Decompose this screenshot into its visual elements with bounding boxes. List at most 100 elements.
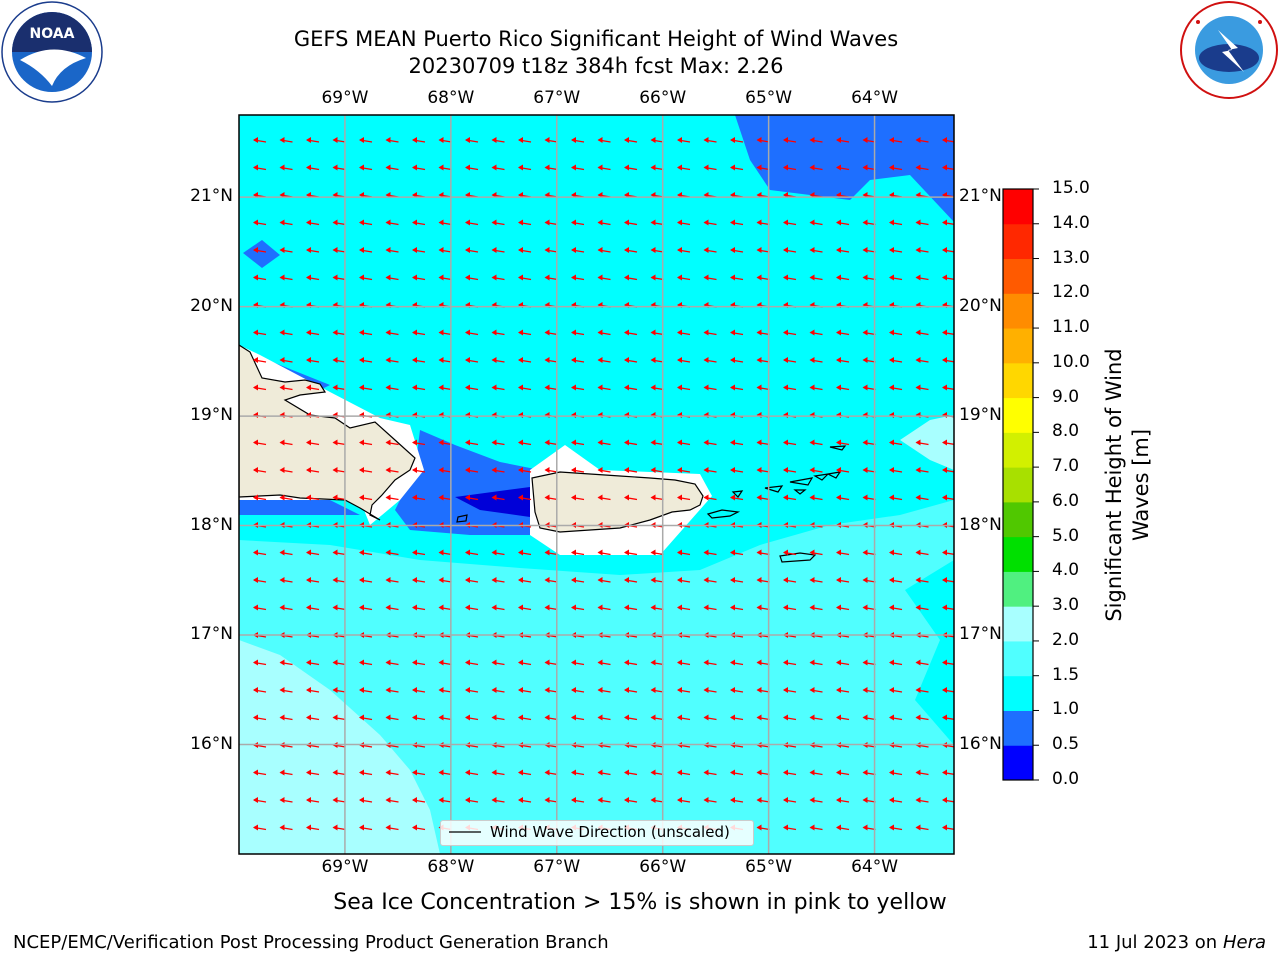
wind-wave-arrow xyxy=(306,824,320,831)
wind-wave-arrow xyxy=(306,467,320,473)
wind-wave-arrow xyxy=(571,137,585,143)
wind-wave-arrow xyxy=(544,797,558,803)
wind-wave-arrow xyxy=(677,219,691,226)
wind-wave-arrow xyxy=(703,714,717,721)
wind-wave-arrow xyxy=(385,439,399,446)
wind-wave-arrow xyxy=(677,604,691,611)
wind-wave-arrow xyxy=(332,137,346,143)
wave-field-2-3-east xyxy=(900,415,954,470)
wind-wave-arrow xyxy=(279,604,293,611)
wind-wave-arrow xyxy=(544,604,558,611)
wind-wave-arrow xyxy=(253,164,267,171)
wind-wave-arrow xyxy=(677,274,691,281)
wind-wave-arrow xyxy=(783,274,797,281)
wind-wave-arrow xyxy=(862,494,876,501)
wind-wave-arrow xyxy=(624,577,638,583)
wind-wave-arrow xyxy=(650,687,664,693)
wind-wave-arrow xyxy=(253,687,267,693)
wind-wave-arrow xyxy=(703,247,717,253)
wind-wave-arrow xyxy=(889,384,903,391)
wind-wave-arrow xyxy=(783,604,797,611)
wind-wave-arrow xyxy=(783,494,797,501)
wind-wave-arrow xyxy=(571,219,585,226)
wind-wave-arrow xyxy=(438,247,452,253)
wind-wave-arrow xyxy=(836,467,850,473)
wind-wave-arrow xyxy=(624,164,638,171)
wind-wave-arrow xyxy=(412,357,426,363)
wind-wave-arrow xyxy=(650,797,664,803)
wind-wave-arrow xyxy=(624,687,638,693)
wind-wave-arrow xyxy=(438,137,452,143)
wind-wave-arrow xyxy=(491,137,505,143)
wind-wave-arrow xyxy=(809,797,823,803)
colorbar-tick-label: 12.0 xyxy=(1052,282,1090,303)
wind-wave-arrow xyxy=(438,357,452,363)
wind-wave-arrow xyxy=(836,329,850,336)
wind-wave-arrow xyxy=(703,357,717,363)
wind-wave-arrow xyxy=(889,247,903,253)
colorbar-segment xyxy=(1003,675,1033,711)
wind-wave-arrow xyxy=(889,824,903,831)
wind-wave-arrow xyxy=(915,797,929,803)
wind-wave-arrow xyxy=(306,659,320,666)
wind-wave-arrow xyxy=(544,494,558,501)
wind-wave-arrow xyxy=(571,604,585,611)
wind-wave-arrow xyxy=(571,494,585,501)
wind-wave-arrow xyxy=(465,797,479,803)
wind-wave-arrow xyxy=(491,604,505,611)
wind-wave-arrow xyxy=(544,384,558,391)
wind-wave-arrow xyxy=(465,714,479,721)
wind-wave-arrow xyxy=(836,797,850,803)
wind-wave-arrow xyxy=(597,274,611,281)
wind-wave-arrow xyxy=(385,604,399,611)
wind-wave-arrow xyxy=(756,274,770,281)
footer-credit: NCEP/EMC/Verification Post Processing Pr… xyxy=(13,932,609,953)
wind-wave-arrow xyxy=(836,137,850,143)
wind-wave-arrow xyxy=(889,797,903,803)
wave-field-0-0p5 xyxy=(455,487,530,517)
wind-wave-arrow xyxy=(677,357,691,363)
colorbar-tick-label: 11.0 xyxy=(1052,317,1090,338)
wind-wave-arrow xyxy=(730,357,744,363)
wind-wave-arrow xyxy=(730,274,744,281)
wind-wave-arrow xyxy=(412,659,426,666)
wind-wave-arrow xyxy=(597,604,611,611)
wind-wave-arrow xyxy=(677,659,691,666)
wind-wave-arrow xyxy=(624,439,638,446)
wind-wave-arrow xyxy=(836,357,850,363)
wind-wave-arrow xyxy=(756,549,770,556)
wind-wave-arrow xyxy=(332,769,346,776)
wind-wave-arrow xyxy=(703,137,717,143)
wind-wave-arrow xyxy=(756,357,770,363)
colorbar-tick-label: 5.0 xyxy=(1052,525,1080,546)
wind-wave-arrow xyxy=(942,714,954,721)
wind-wave-arrow xyxy=(836,549,850,556)
wind-wave-arrow xyxy=(730,714,744,721)
wind-wave-arrow xyxy=(491,219,505,226)
wind-wave-arrow xyxy=(253,329,267,336)
wind-wave-arrow xyxy=(597,769,611,776)
wind-wave-arrow xyxy=(597,549,611,556)
wind-wave-arrow xyxy=(306,439,320,446)
wind-wave-arrow xyxy=(306,219,320,226)
lon-label-top: 64°W xyxy=(851,88,899,108)
lat-label-right: 18°N xyxy=(959,514,1002,535)
wind-wave-arrow xyxy=(279,247,293,253)
wind-wave-arrow xyxy=(889,274,903,281)
wind-wave-arrow xyxy=(756,577,770,583)
wind-wave-arrow xyxy=(332,219,346,226)
map-legend: Wind Wave Direction (unscaled) xyxy=(440,820,754,846)
chart-title-line2: 20230709 t18z 384h fcst Max: 2.26 xyxy=(408,54,784,78)
wind-wave-arrow xyxy=(809,494,823,501)
wind-wave-arrow xyxy=(624,714,638,721)
wind-wave-arrow xyxy=(438,219,452,226)
wind-wave-arrow xyxy=(518,329,532,336)
lon-label-top: 65°W xyxy=(745,88,793,108)
wind-wave-arrow xyxy=(756,824,770,831)
wind-wave-arrow xyxy=(650,329,664,336)
wind-wave-arrow xyxy=(703,384,717,391)
wind-wave-arrow xyxy=(306,797,320,803)
wind-wave-arrow xyxy=(253,577,267,583)
wind-wave-arrow xyxy=(306,357,320,363)
wind-wave-arrow xyxy=(809,247,823,253)
